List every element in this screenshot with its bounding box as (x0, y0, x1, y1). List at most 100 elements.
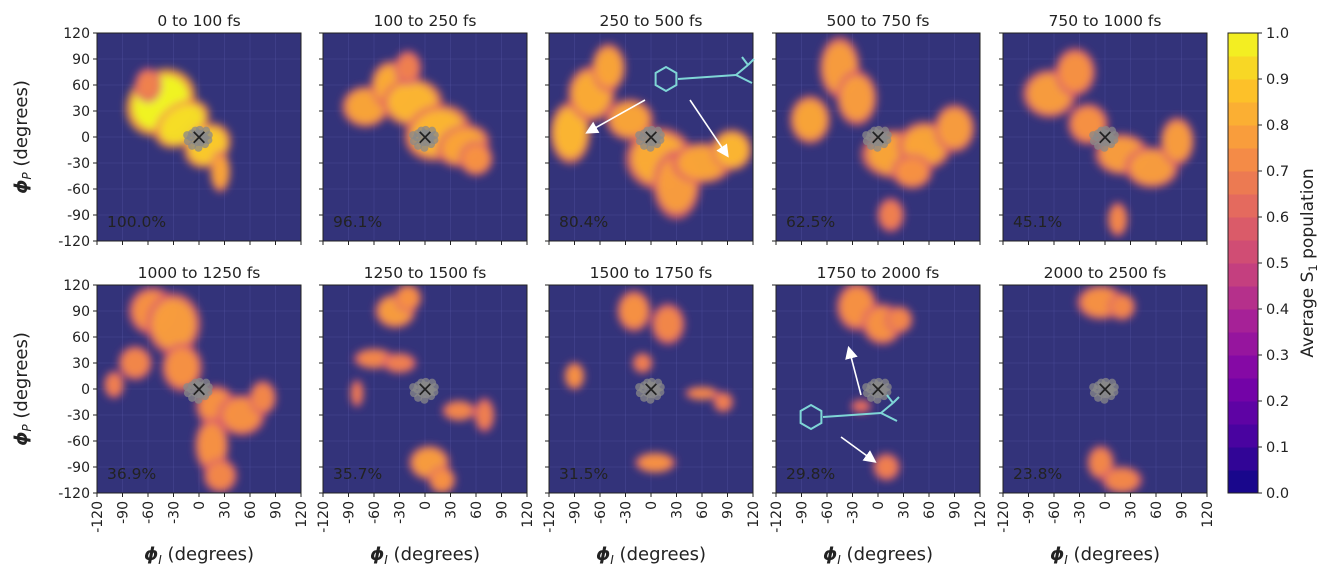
origin-marker: × (1096, 377, 1114, 401)
colorbar-tick-label: 0.9 (1266, 72, 1289, 88)
colorbar-band (1228, 171, 1258, 195)
cluster-point (881, 378, 890, 387)
cluster-point (202, 126, 211, 135)
density-layer (1076, 285, 1143, 493)
colorbar-band (1228, 240, 1258, 264)
colorbar-band (1228, 447, 1258, 471)
x-tick-label: -60 (141, 501, 157, 524)
colorbar-tick-label: 0.8 (1266, 118, 1289, 134)
density-blob-core (137, 71, 159, 99)
cluster-point (414, 141, 423, 150)
x-tick-label: 120 (520, 501, 536, 528)
y-tick-label: 0 (81, 382, 90, 398)
x-tick-label: 60 (1149, 501, 1165, 519)
x-axis-label: ϕI (degrees) (1050, 544, 1160, 567)
cluster-point (420, 143, 429, 152)
x-tick-label: -120 (769, 501, 785, 533)
reference-cluster (409, 377, 439, 404)
cluster-point (646, 395, 655, 404)
cluster-point (879, 133, 888, 142)
density-blob-core (397, 286, 419, 310)
percent-label: 29.8% (786, 465, 835, 483)
colorbar-band (1228, 217, 1258, 241)
panel-title: 100 to 250 fs (373, 12, 476, 30)
colorbar-band (1228, 470, 1258, 494)
x-axis-label: ϕI (degrees) (823, 544, 933, 567)
origin-marker: × (869, 377, 887, 401)
density-blob-core (715, 393, 732, 411)
molecule-sketch-1 (654, 56, 755, 93)
cluster-point (188, 393, 197, 402)
colorbar-band (1228, 102, 1258, 126)
cluster-point (879, 385, 888, 394)
x-tick-label: -30 (846, 501, 862, 524)
density-blob-core (875, 455, 898, 479)
density-layer (564, 290, 734, 474)
x-tick-label: 30 (670, 501, 686, 519)
density-layer (103, 286, 277, 493)
origin-marker: × (190, 125, 208, 149)
y-tick-label: 120 (63, 26, 90, 42)
x-tick-label: 0 (644, 501, 660, 510)
cluster-point (194, 143, 203, 152)
colorbar-tick-label: 0.4 (1266, 302, 1289, 318)
cluster-point (1094, 141, 1103, 150)
density-layer (789, 36, 975, 233)
cluster-point (1108, 378, 1117, 387)
density-layer (549, 43, 753, 220)
colorbar-band (1228, 378, 1258, 402)
panel: × 750 to 1000 fs 45.1% (999, 12, 1208, 245)
colorbar-band (1228, 286, 1258, 310)
cluster-point (428, 378, 437, 387)
y-tick-label: 30 (72, 104, 90, 120)
y-tick-label: -60 (67, 434, 90, 450)
x-tick-label: -30 (393, 501, 409, 524)
density-blob-core (251, 383, 274, 412)
panel-title: 250 to 500 fs (599, 12, 702, 30)
x-tick-label: 30 (1124, 501, 1140, 519)
y-axis-label: ϕP (degrees) (11, 332, 34, 446)
density-blob-core (1163, 121, 1191, 161)
y-tick-label: -90 (67, 460, 90, 476)
annotations (585, 56, 900, 463)
cluster-point (1106, 385, 1115, 394)
cluster-point (1100, 143, 1109, 152)
reference-cluster (1089, 377, 1119, 404)
panel: × 100 to 250 fs 96.1% (319, 12, 528, 245)
origin-marker: × (416, 377, 434, 401)
panel-title: 1000 to 1250 fs (138, 264, 261, 282)
cluster-point (418, 382, 427, 391)
colorbar-band (1228, 125, 1258, 149)
cluster-point (194, 395, 203, 404)
density-blob-core (1129, 150, 1174, 184)
cluster-point (414, 393, 423, 402)
density-blob-core (1089, 448, 1112, 477)
density-blob-core (212, 155, 229, 189)
y-tick-label: 30 (72, 356, 90, 372)
density-blob-core (594, 48, 623, 88)
density-blob-core (357, 350, 391, 367)
density-blob-core (431, 468, 453, 492)
percent-label: 36.9% (107, 465, 156, 483)
x-tick-label: -60 (1047, 501, 1063, 524)
panel-title: 2000 to 2500 fs (1044, 264, 1167, 282)
x-tick-label: 60 (922, 501, 938, 519)
colorbar-band (1228, 194, 1258, 218)
colorbar-tick-label: 0.1 (1266, 440, 1289, 456)
percent-label: 80.4% (559, 213, 608, 231)
x-tick-label: -90 (795, 501, 811, 524)
cluster-point (652, 133, 661, 142)
density-blob-core (385, 354, 414, 372)
colorbar-band (1228, 401, 1258, 425)
panel: × 1000 to 1250 fs 36.9% -120 -90 -60 -30 0 30 60 9… (11, 264, 310, 567)
colorbar-band (1228, 148, 1258, 172)
cluster-point (640, 141, 649, 150)
density-blob-core (198, 423, 226, 468)
cluster-point (426, 133, 435, 142)
panel-title: 500 to 750 fs (826, 12, 929, 30)
y-axis-label: ϕP (degrees) (11, 80, 34, 194)
x-tick-label: 120 (1200, 501, 1216, 528)
colorbar-tick-label: 0.5 (1266, 256, 1289, 272)
x-tick-label: -120 (316, 501, 332, 533)
cluster-point (871, 130, 880, 139)
